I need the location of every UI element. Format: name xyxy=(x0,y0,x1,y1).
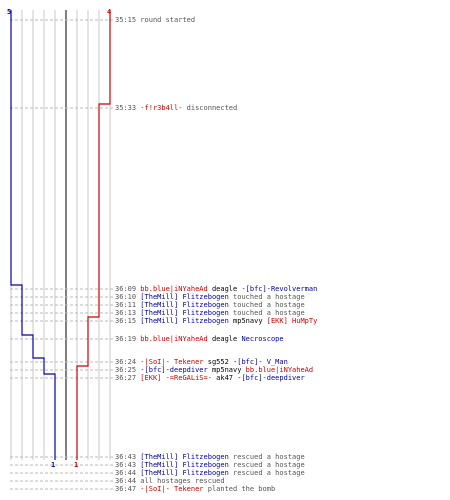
event-text-segment: [TheMill] Flitzebogen xyxy=(140,317,229,325)
event-text-segment: [TheMill] Flitzebogen xyxy=(140,301,229,309)
event-text-segment: bb.blue|iNYaheAd xyxy=(140,335,208,343)
event-text-segment: Necroscope xyxy=(241,335,284,343)
event-row: 36:43 [TheMill] Flitzebogen rescued a ho… xyxy=(115,453,305,462)
event-time: 36:24 xyxy=(115,358,137,366)
event-time: 36:13 xyxy=(115,309,137,317)
event-time: 36:44 xyxy=(115,477,137,485)
event-text-segment: [TheMill] Flitzebogen xyxy=(140,293,229,301)
event-row: 36:24 -|SoI|- Tekener sg552 -[bfc]- V_Ma… xyxy=(115,358,288,367)
event-row: 36:09 bb.blue|iNYaheAd deagle -[bfc]-Rev… xyxy=(115,285,317,294)
event-text-segment: mp5navy xyxy=(228,317,267,325)
event-time: 36:15 xyxy=(115,317,137,325)
event-row: 35:33 -f!r3b4ll- disconnected xyxy=(115,104,237,113)
event-text-segment: round started xyxy=(140,16,196,24)
event-text-segment: [EKK] HuMpTy xyxy=(266,317,318,325)
event-text-segment: deagle xyxy=(207,285,242,293)
event-text-segment: [EKK] -=ReGALiS=- xyxy=(140,374,212,382)
event-time: 36:47 xyxy=(115,485,137,493)
event-time: 36:44 xyxy=(115,469,137,477)
event-text-segment: -|SoI|- Tekener xyxy=(140,358,204,366)
event-text-segment: sg552 xyxy=(203,358,234,366)
red-team-alive-line xyxy=(76,10,111,460)
event-text-segment: [TheMill] Flitzebogen xyxy=(140,309,229,317)
event-time: 36:43 xyxy=(115,461,137,469)
event-text-segment: [TheMill] Flitzebogen xyxy=(140,453,229,461)
event-text-segment: bb.blue|iNYaheAd xyxy=(140,285,208,293)
event-text-segment: touched a hostage xyxy=(228,301,305,309)
event-time: 36:11 xyxy=(115,301,137,309)
event-row: 35:15 round started xyxy=(115,16,195,25)
event-time: 36:43 xyxy=(115,453,137,461)
event-time: 36:09 xyxy=(115,285,137,293)
event-text-segment: touched a hostage xyxy=(228,309,305,317)
event-text-segment: disconnected xyxy=(182,104,238,112)
event-text-segment: -f!r3b4ll- xyxy=(140,104,183,112)
event-row: 36:19 bb.blue|iNYaheAd deagle Necroscope xyxy=(115,335,284,344)
red-team-start-count: 4 xyxy=(107,8,112,16)
event-text-segment: rescued a hostage xyxy=(228,453,305,461)
event-text-segment: -[bfc]- V_Man xyxy=(233,358,288,366)
event-row: 36:43 [TheMill] Flitzebogen rescued a ho… xyxy=(115,461,305,470)
event-row: 36:44 [TheMill] Flitzebogen rescued a ho… xyxy=(115,469,305,478)
event-text-segment: planted the bomb xyxy=(203,485,276,493)
event-text-segment: [TheMill] Flitzebogen xyxy=(140,461,229,469)
event-row: 36:15 [TheMill] Flitzebogen mp5navy [EKK… xyxy=(115,317,317,326)
event-row: 36:13 [TheMill] Flitzebogen touched a ho… xyxy=(115,309,305,318)
event-row: 36:25 -[bfc]-deepdiver mp5navy bb.blue|i… xyxy=(115,366,313,375)
event-text-segment: mp5navy xyxy=(207,366,246,374)
event-text-segment: rescued a hostage xyxy=(228,469,305,477)
event-text-segment: all hostages rescued xyxy=(140,477,225,485)
event-text-segment: deagle xyxy=(207,335,242,343)
event-time: 35:33 xyxy=(115,104,137,112)
event-row: 36:11 [TheMill] Flitzebogen touched a ho… xyxy=(115,301,305,310)
event-time: 36:25 xyxy=(115,366,137,374)
event-row: 36:44 all hostages rescued xyxy=(115,477,225,486)
event-row: 36:10 [TheMill] Flitzebogen touched a ho… xyxy=(115,293,305,302)
event-text-segment: bb.blue|iNYaheAd xyxy=(245,366,314,374)
event-text-segment: touched a hostage xyxy=(228,293,305,301)
event-text-segment: -[bfc]-deepdiver xyxy=(237,374,305,382)
blue-team-end-count: 1 xyxy=(51,461,56,469)
event-time: 36:19 xyxy=(115,335,137,343)
event-row: 36:47 -|SoI|- Tekener planted the bomb xyxy=(115,485,275,494)
event-text-segment: ak47 xyxy=(211,374,238,382)
event-text-segment: [TheMill] Flitzebogen xyxy=(140,469,229,477)
red-team-end-count: 1 xyxy=(74,461,79,469)
blue-team-alive-line xyxy=(10,10,56,460)
event-text-segment: -|SoI|- Tekener xyxy=(140,485,204,493)
event-row: 36:27 [EKK] -=ReGALiS=- ak47 -[bfc]-deep… xyxy=(115,374,305,383)
event-text-segment: rescued a hostage xyxy=(228,461,305,469)
event-time: 35:15 xyxy=(115,16,137,24)
event-text-segment: -[bfc]-Revolverman xyxy=(241,285,318,293)
event-text-segment: -[bfc]-deepdiver xyxy=(140,366,208,374)
event-time: 36:10 xyxy=(115,293,137,301)
event-time: 36:27 xyxy=(115,374,137,382)
blue-team-start-count: 5 xyxy=(7,8,12,16)
